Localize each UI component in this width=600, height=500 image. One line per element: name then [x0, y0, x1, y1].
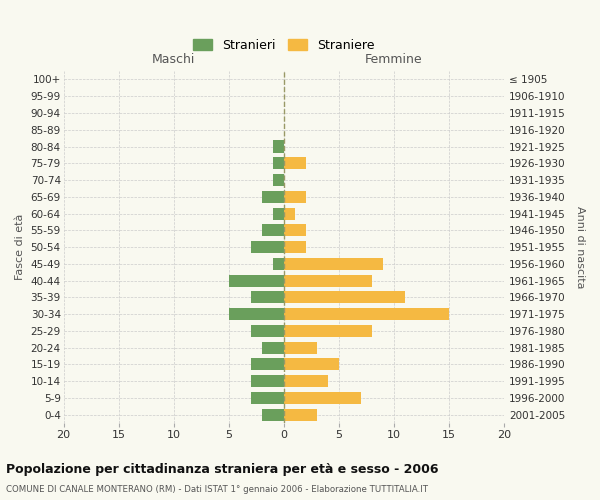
Bar [284, 358, 339, 370]
Bar [284, 241, 306, 253]
Bar [251, 358, 284, 370]
Bar [284, 157, 306, 170]
Bar [229, 274, 284, 286]
Bar [284, 274, 372, 286]
Bar [284, 292, 405, 304]
Bar [284, 258, 383, 270]
Bar [273, 174, 284, 186]
Bar [284, 191, 306, 203]
Bar [262, 408, 284, 420]
Bar [262, 191, 284, 203]
Text: Popolazione per cittadinanza straniera per età e sesso - 2006: Popolazione per cittadinanza straniera p… [6, 462, 439, 475]
Text: Maschi: Maschi [152, 53, 196, 66]
Bar [284, 325, 372, 337]
Bar [273, 140, 284, 152]
Bar [284, 392, 361, 404]
Bar [251, 292, 284, 304]
Bar [284, 408, 317, 420]
Text: Femmine: Femmine [365, 53, 422, 66]
Bar [262, 224, 284, 236]
Bar [273, 208, 284, 220]
Bar [284, 342, 317, 353]
Bar [284, 375, 328, 387]
Bar [229, 308, 284, 320]
Text: COMUNE DI CANALE MONTERANO (RM) - Dati ISTAT 1° gennaio 2006 - Elaborazione TUTT: COMUNE DI CANALE MONTERANO (RM) - Dati I… [6, 485, 428, 494]
Bar [273, 258, 284, 270]
Bar [251, 392, 284, 404]
Bar [262, 342, 284, 353]
Bar [284, 208, 295, 220]
Y-axis label: Anni di nascita: Anni di nascita [575, 206, 585, 288]
Bar [251, 325, 284, 337]
Bar [284, 224, 306, 236]
Bar [284, 308, 449, 320]
Bar [273, 157, 284, 170]
Y-axis label: Fasce di età: Fasce di età [15, 214, 25, 280]
Bar [251, 241, 284, 253]
Legend: Stranieri, Straniere: Stranieri, Straniere [193, 38, 374, 52]
Bar [251, 375, 284, 387]
